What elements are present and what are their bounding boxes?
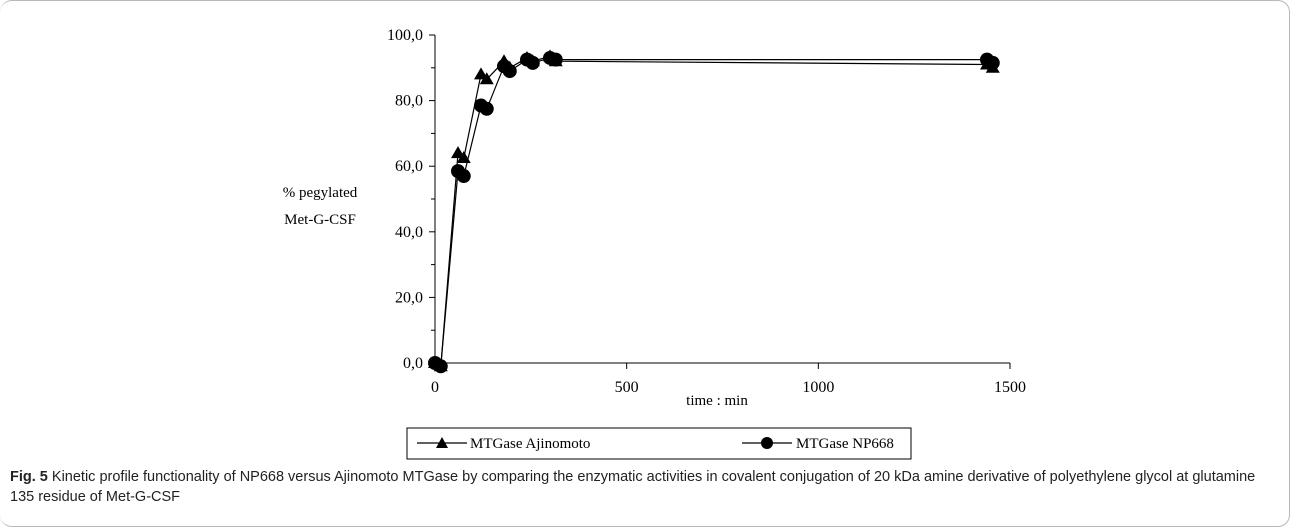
data-point-mtgase-np668: [433, 359, 448, 374]
legend-np668-label: MTGase NP668: [796, 436, 894, 452]
x-axis-label: time : min: [686, 393, 748, 409]
y-tick-label: 20,0: [395, 289, 423, 306]
x-axis: 0 500 1000 1500: [431, 362, 1026, 396]
kinetic-chart: 0,0 20,0 40,0 60,0 80,0 100,0 0 500 1000 1500 % …: [283, 27, 1026, 460]
y-axis-label-line1: % pegylated: [283, 185, 358, 201]
legend-ajinomoto-label: MTGase Ajinomoto: [470, 436, 590, 452]
data-point-mtgase-np668: [502, 64, 517, 79]
legend: MTGase Ajinomoto MTGase NP668: [406, 427, 912, 460]
figure-caption-text: Kinetic profile functionality of NP668 v…: [10, 469, 1256, 505]
y-axis: 0,0 20,0 40,0 60,0 80,0 100,0: [387, 27, 436, 372]
data-point-mtgase-ajinomoto: [479, 72, 494, 85]
y-tick-label: 100,0: [387, 27, 423, 44]
y-axis-label-line2: Met-G-CSF: [284, 212, 356, 228]
figure-caption: Fig. 5 Kinetic profile functionality of …: [10, 467, 1280, 507]
data-point-mtgase-np668: [985, 55, 1000, 70]
data-point-mtgase-np668: [479, 101, 494, 116]
y-tick-label: 80,0: [395, 93, 423, 110]
legend-np668-marker: [761, 437, 773, 449]
figure-label: Fig. 5: [10, 469, 48, 485]
series-layer: [428, 49, 1000, 374]
x-tick-label: 1500: [994, 379, 1026, 396]
y-tick-label: 40,0: [395, 224, 423, 241]
x-tick-label: 1000: [802, 379, 834, 396]
y-tick-label: 60,0: [395, 158, 423, 175]
y-tick-label: 0,0: [403, 355, 423, 372]
series-line-mtgase-np668: [434, 57, 994, 368]
legend-box: [406, 427, 912, 460]
data-point-mtgase-np668: [525, 55, 540, 70]
data-point-mtgase-np668: [456, 169, 471, 184]
x-tick-label: 0: [431, 379, 439, 396]
legend-ajinomoto-marker: [436, 437, 448, 448]
data-point-mtgase-np668: [548, 52, 563, 67]
x-tick-label: 500: [615, 379, 639, 396]
series-line-mtgase-ajinomoto: [434, 55, 994, 368]
